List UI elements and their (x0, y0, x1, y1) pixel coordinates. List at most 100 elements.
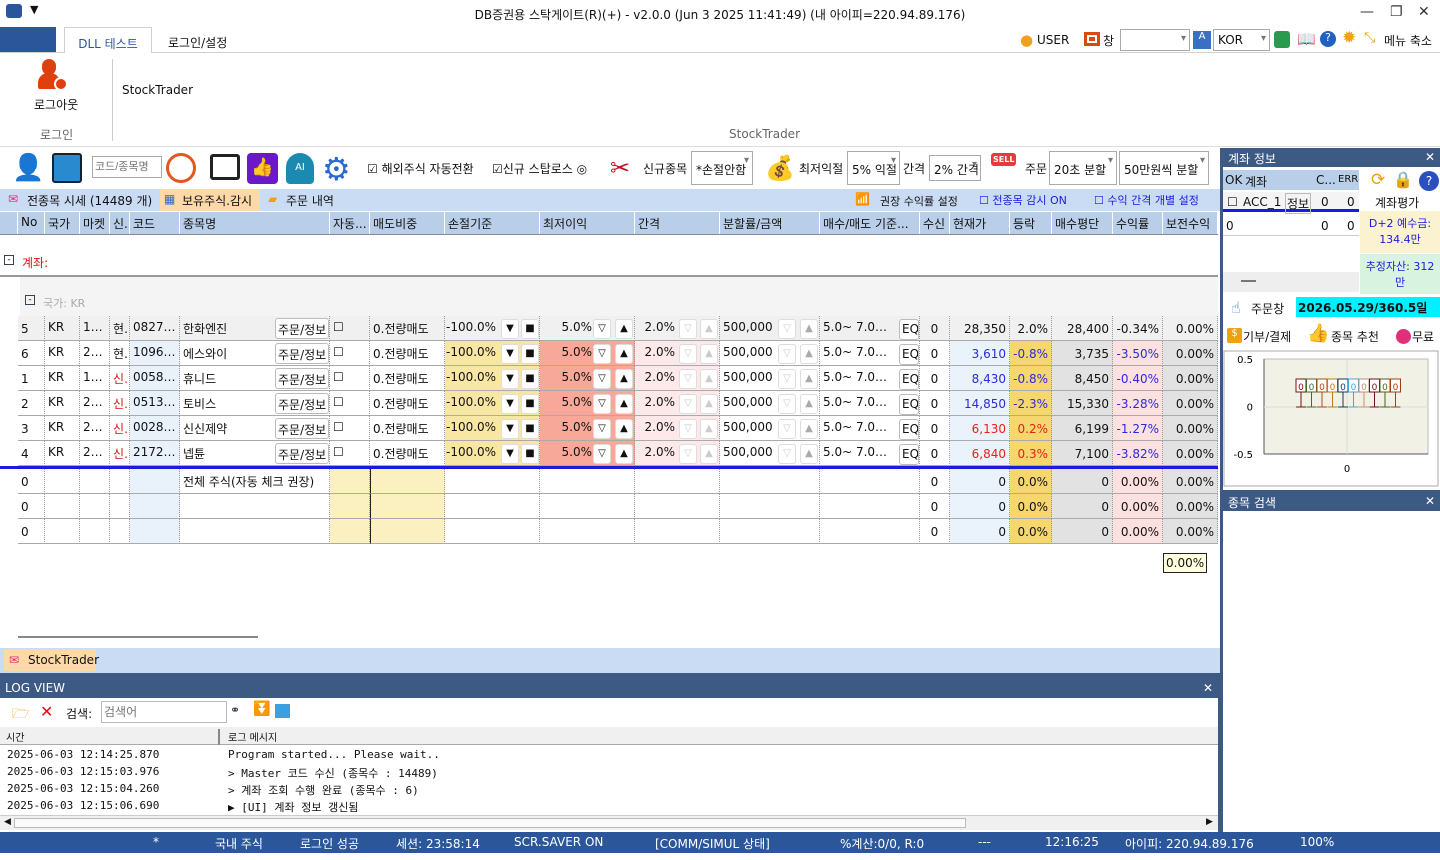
stop-down-button[interactable]: ▼ (501, 419, 519, 439)
gap-up-button[interactable]: ▲ (700, 344, 718, 364)
gap-up-button[interactable]: ▲ (700, 369, 718, 389)
row-stoploss[interactable]: -100.0% (445, 341, 501, 366)
user-label[interactable]: USER (1037, 33, 1070, 47)
amount-down-button[interactable]: ▽ (778, 319, 796, 339)
stop-down-button[interactable]: ▼ (501, 444, 519, 464)
help-icon[interactable]: ? (1320, 31, 1336, 47)
eq-button[interactable]: EQ. (899, 369, 919, 390)
row-amount[interactable]: 500,000 (720, 391, 776, 416)
sell-icon[interactable]: SELL (991, 153, 1017, 166)
row-sell-ratio[interactable]: 0.전량매도 (370, 341, 445, 366)
log-search-input[interactable] (101, 701, 227, 723)
row-amount[interactable]: 500,000 (720, 316, 776, 341)
delete-icon[interactable]: ✕ (40, 702, 54, 721)
auto-checkbox[interactable]: ☐ (330, 316, 370, 341)
col-header[interactable]: 국가 (45, 212, 80, 234)
free-button[interactable]: 무료 (1412, 330, 1435, 344)
amount-down-button[interactable]: ▽ (778, 344, 796, 364)
order-info-button[interactable]: 주문/정보 (275, 318, 329, 339)
close-icon[interactable]: ✕ (1418, 4, 1430, 20)
tab-all-quotes[interactable]: 전종목 시세 (14489 개) (27, 194, 153, 208)
row-basis[interactable]: 5.0~ 7.0%7... (820, 316, 898, 341)
tab-holdings[interactable]: 보유주식.감시 (182, 194, 253, 208)
amount-up-button[interactable]: ▲ (800, 444, 818, 464)
row-basis[interactable]: 5.0~ 7.0%7... (820, 441, 898, 466)
stop-down-button[interactable]: ▼ (501, 319, 519, 339)
contact-book-icon[interactable] (1274, 31, 1290, 48)
tab-stocktrader-label[interactable]: StockTrader (28, 653, 99, 667)
col-header[interactable]: 분할률/금액 (720, 212, 820, 234)
scroll-thumb[interactable] (14, 818, 966, 828)
row-interval[interactable]: 2.0% (635, 316, 720, 341)
collapse-icon[interactable]: - (25, 295, 35, 305)
row-basis[interactable]: 5.0~ 7.0%7... (820, 391, 898, 416)
account-checkbox[interactable]: ☐ (1227, 195, 1238, 209)
stop-reset-button[interactable]: ■ (521, 444, 539, 464)
min-up-button[interactable]: ▲ (615, 319, 633, 339)
row-sell-ratio[interactable]: 0.전량매도 (370, 366, 445, 391)
menu-collapse-label[interactable]: 메뉴 축소 (1384, 34, 1432, 48)
close-icon[interactable]: ✕ (1424, 150, 1435, 164)
close-icon[interactable]: ✕ (1424, 494, 1435, 508)
amount-up-button[interactable]: ▲ (800, 344, 818, 364)
log-horizontal-scrollbar[interactable]: ◀ ▶ (0, 815, 1218, 830)
user-icon[interactable]: ● (1020, 31, 1034, 49)
col-header[interactable]: 신. (110, 212, 130, 234)
book-icon[interactable]: 📖 (1297, 30, 1316, 48)
gap-down-button[interactable]: ▽ (679, 444, 697, 464)
col-header[interactable]: 매도비중 (370, 212, 445, 234)
order-window-label[interactable]: 주문창 (1251, 302, 1285, 316)
col-header[interactable]: 종목명 (180, 212, 330, 234)
col-header[interactable]: 보전수익 (1163, 212, 1218, 234)
scissors-icon[interactable]: ✂ (610, 154, 631, 182)
recommend-rate-button[interactable]: 권장 수익률 설정 (880, 195, 958, 208)
lock-icon[interactable]: 🔒 (1393, 170, 1413, 189)
min-profit-select[interactable]: 5% 익절 (847, 151, 900, 185)
col-header[interactable]: 손절기준 (445, 212, 540, 234)
col-header[interactable]: 매수/매도 기준... (820, 212, 920, 234)
binoculars-icon[interactable]: ⚭ (230, 703, 241, 717)
col-err[interactable]: ERR (1338, 174, 1359, 185)
stocktrader-button[interactable]: StockTrader (122, 83, 193, 97)
order-info-button[interactable]: 주문/정보 (275, 443, 329, 464)
row-stoploss[interactable]: -100.0% (445, 416, 501, 441)
amount-up-button[interactable]: ▲ (800, 419, 818, 439)
save-icon[interactable] (52, 153, 82, 183)
min-up-button[interactable]: ▲ (615, 444, 633, 464)
settings-icon[interactable]: ✹ (1342, 28, 1357, 48)
translate-icon[interactable]: A (1193, 31, 1211, 49)
row-amount[interactable]: 500,000 (720, 366, 776, 391)
restore-icon[interactable]: ❐ (1390, 4, 1403, 20)
eq-button[interactable]: EQ. (899, 419, 919, 440)
gear-icon[interactable]: ⚙ (322, 150, 351, 188)
account-info-button[interactable]: 정보 (1285, 193, 1312, 214)
ai-icon[interactable]: AI (286, 153, 314, 184)
row-basis[interactable]: 5.0~ 7.0%7... (820, 341, 898, 366)
row-amount[interactable]: 500,000 (720, 416, 776, 441)
amount-up-button[interactable]: ▲ (800, 394, 818, 414)
account-row[interactable]: ☐ ACC_1 정보 0 0 (1223, 192, 1359, 214)
col-message[interactable]: 로그 메시지 (228, 733, 278, 744)
gap-down-button[interactable]: ▽ (679, 319, 697, 339)
collapse-icon[interactable]: - (4, 255, 14, 265)
stop-down-button[interactable]: ▼ (501, 369, 519, 389)
min-down-button[interactable]: ▽ (593, 394, 611, 414)
min-down-button[interactable]: ▽ (593, 319, 611, 339)
search-icon[interactable] (166, 153, 196, 183)
overseas-auto-checkbox[interactable]: ☑ 해외주식 자동전환 (367, 162, 474, 176)
min-up-button[interactable]: ▲ (615, 419, 633, 439)
col-header[interactable]: 코드 (130, 212, 180, 234)
stop-reset-button[interactable]: ■ (521, 344, 539, 364)
col-time[interactable]: 시간 (6, 729, 220, 745)
collapse-icon[interactable]: ⤡ (1364, 30, 1376, 46)
row-sell-ratio[interactable]: 0.전량매도 (370, 316, 445, 341)
gap-up-button[interactable]: ▲ (700, 444, 718, 464)
tab-orders[interactable]: 주문 내역 (286, 194, 334, 208)
folder-icon[interactable]: 🗁 (12, 706, 30, 722)
monitor-icon[interactable] (210, 154, 240, 180)
language-select[interactable]: KOR (1213, 29, 1270, 51)
col-header[interactable]: 현재가 (950, 212, 1010, 234)
row-stoploss[interactable]: -100.0% (445, 366, 501, 391)
eq-button[interactable]: EQ. (899, 344, 919, 365)
amount-up-button[interactable]: ▲ (800, 369, 818, 389)
